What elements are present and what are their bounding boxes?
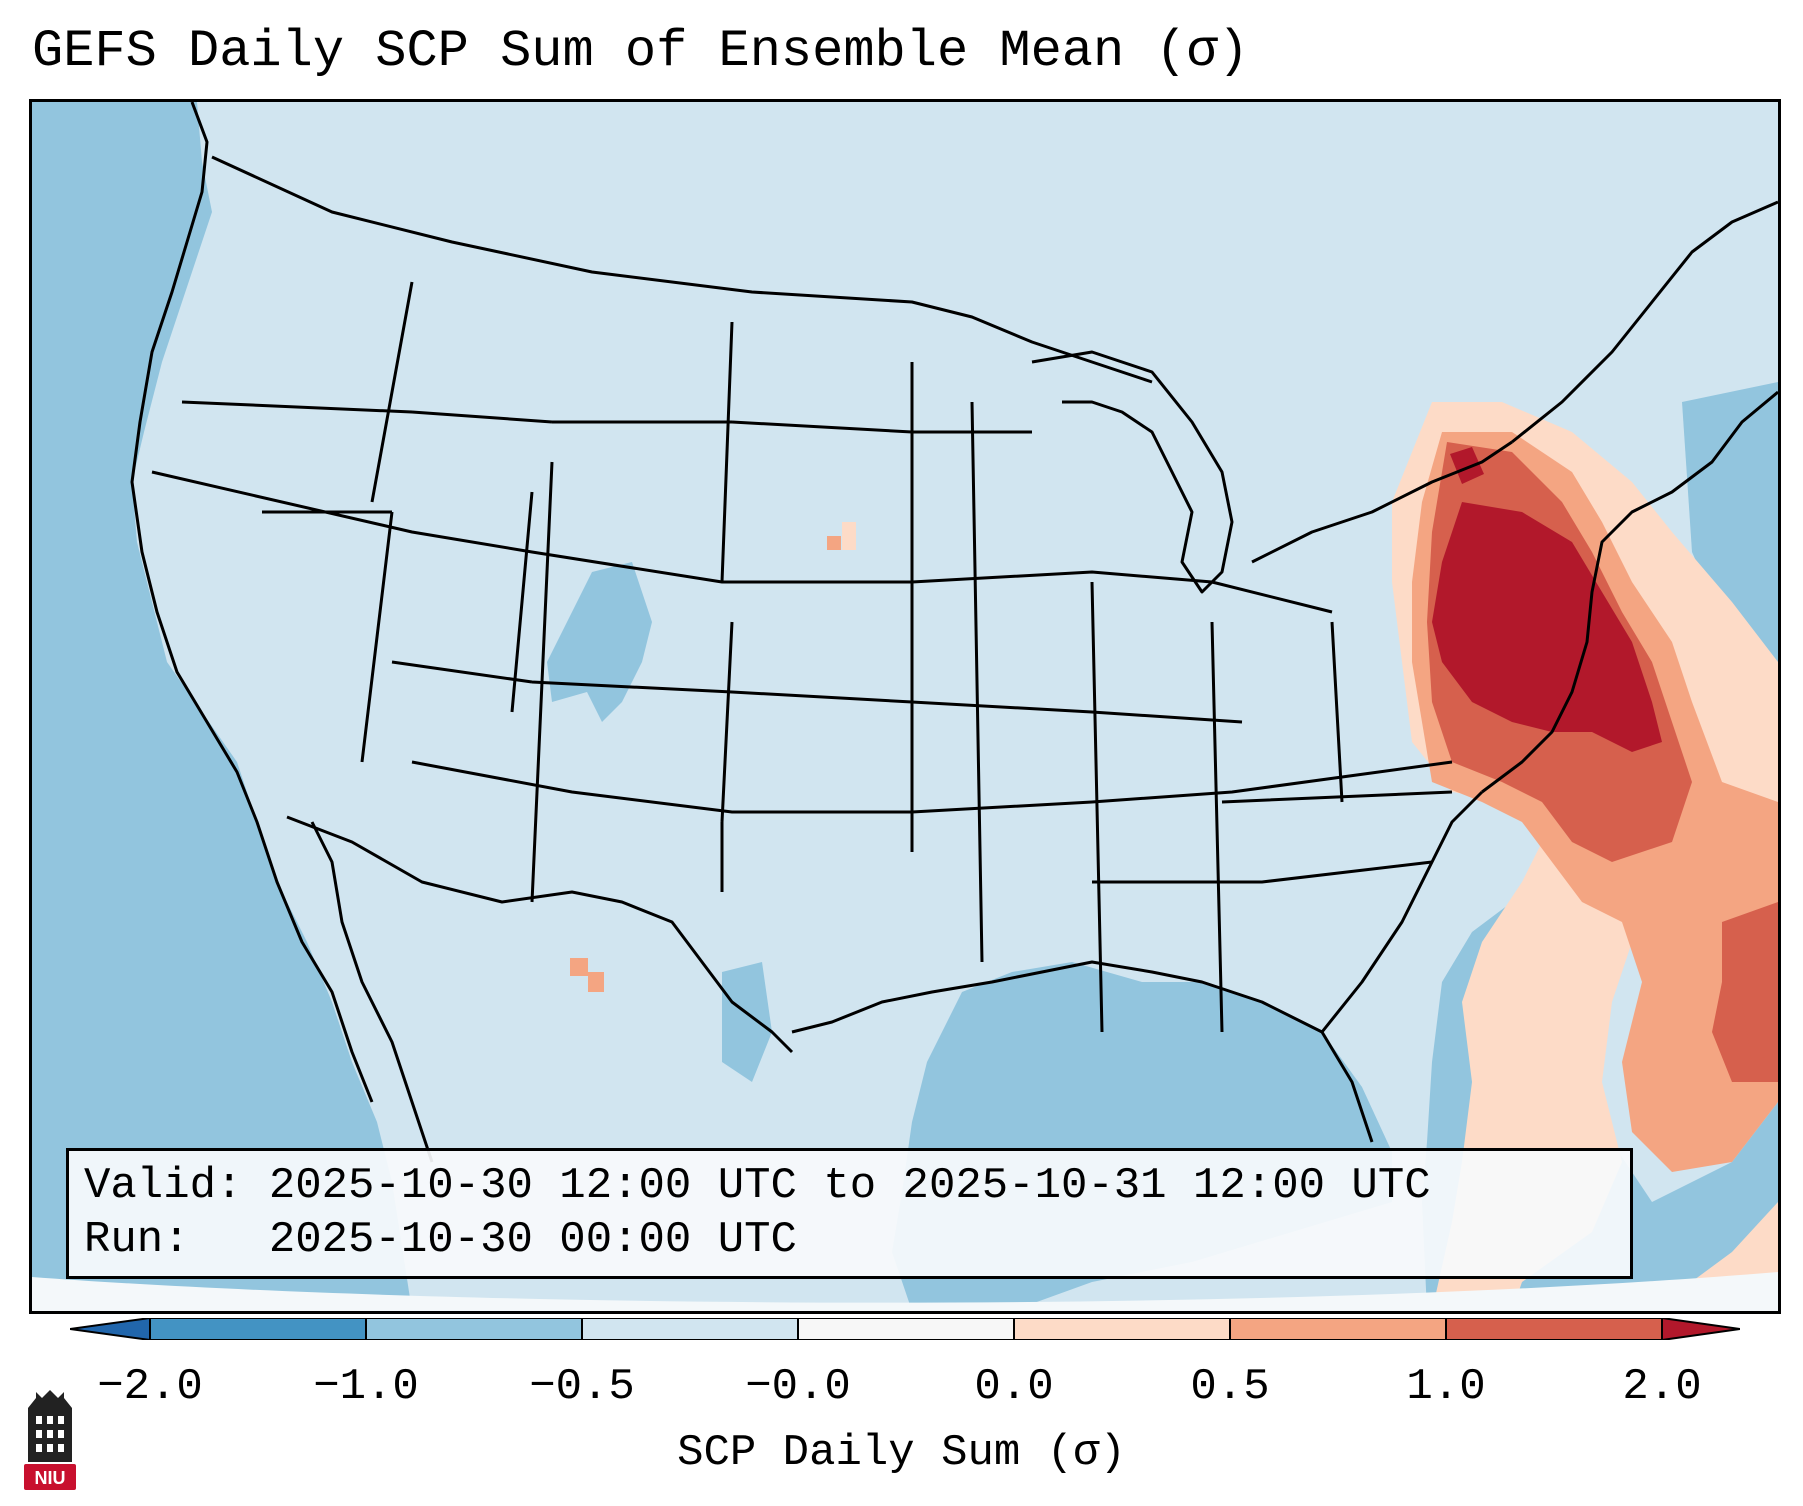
boundaries — [130, 102, 1778, 1163]
off-domain-corner — [32, 1272, 1778, 1311]
atlantic-northeast — [1682, 382, 1778, 662]
colorbar-segment-1 — [150, 1318, 366, 1340]
colorbar-segment-4 — [798, 1318, 1014, 1340]
great-lakes — [1031, 350, 1234, 594]
colorbar-tick-label: −0.0 — [745, 1362, 851, 1412]
valid-run-info-box: Valid: 2025-10-30 12:00 UTC to 2025-10-3… — [66, 1148, 1633, 1279]
logo-badge — [24, 1464, 76, 1490]
run-value: 2025-10-30 00:00 UTC — [268, 1215, 797, 1265]
colorbar-segment-7 — [1446, 1318, 1662, 1340]
west-coastline — [130, 102, 374, 1103]
colorbar-label: SCP Daily Sum (σ) — [677, 1428, 1126, 1478]
logo-text: NIU — [35, 1468, 66, 1488]
map-panel — [29, 99, 1781, 1314]
niu-logo: NIU — [24, 1390, 76, 1490]
scp-high-south — [1742, 982, 1778, 1062]
lake-erie-ontario — [1251, 440, 1513, 564]
pacific-ocean — [32, 102, 412, 1311]
logo-windows-icon — [36, 1416, 64, 1452]
colorbar-ticks — [149, 1318, 1663, 1340]
colorbar-segment-5 — [1014, 1318, 1230, 1340]
colorbar-tick-label: −0.5 — [529, 1362, 635, 1412]
colorbar-extend-low — [70, 1318, 150, 1340]
st-lawrence — [1511, 200, 1778, 444]
scp-map — [32, 102, 1778, 1311]
colorbar-tick-label: 1.0 — [1406, 1362, 1486, 1412]
colorbar — [70, 1318, 1740, 1340]
colorbar-tick-label: 0.5 — [1190, 1362, 1270, 1412]
colorado-low-patch — [547, 562, 652, 722]
valid-value: 2025-10-30 12:00 UTC to 2025-10-31 12:00… — [268, 1161, 1431, 1211]
valid-label: Valid: — [84, 1161, 243, 1211]
us-mexico-border — [286, 815, 794, 1054]
colorbar-segment-2 — [366, 1318, 582, 1340]
east-coastline — [1481, 390, 1778, 794]
mexico-blue-patch — [722, 962, 772, 1082]
colorbar-tick-label: −2.0 — [97, 1362, 203, 1412]
run-label: Run: — [84, 1215, 190, 1265]
texas-pixel-2 — [588, 972, 604, 992]
chart-title: GEFS Daily SCP Sum of Ensemble Mean (σ) — [32, 22, 1249, 81]
texas-pixel — [570, 958, 588, 976]
nebraska-pixel-2 — [827, 536, 841, 550]
canada-border — [211, 155, 1153, 384]
colorbar-tick-label: 0.0 — [974, 1362, 1054, 1412]
colorbar-segment-6 — [1230, 1318, 1446, 1340]
baja-coast — [310, 821, 434, 1163]
colorbar-tick-label: −1.0 — [313, 1362, 419, 1412]
nebraska-pixel — [842, 522, 856, 550]
colorbar-extend-high — [1662, 1318, 1740, 1340]
colorbar-segment-3 — [582, 1318, 798, 1340]
scp-high-ne-tip — [1450, 447, 1484, 484]
scp-high-core — [1432, 502, 1662, 752]
florida-coast — [1320, 790, 1484, 1033]
colorbar-tick-label: 2.0 — [1622, 1362, 1702, 1412]
state-lines-horizontal — [151, 400, 1453, 892]
